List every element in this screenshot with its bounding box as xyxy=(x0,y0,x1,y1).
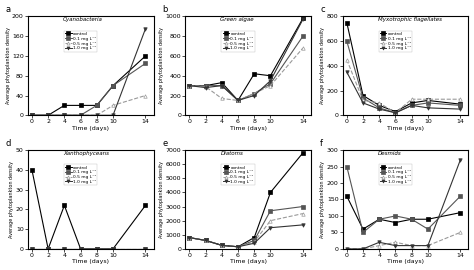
X-axis label: Time (days): Time (days) xyxy=(72,259,109,264)
Legend: control, 0.1 mg L⁻¹, 0.5 mg L⁻¹, 1.0 mg L⁻¹: control, 0.1 mg L⁻¹, 0.5 mg L⁻¹, 1.0 mg … xyxy=(379,31,412,52)
Text: Myxotrophic flagellates: Myxotrophic flagellates xyxy=(378,18,442,22)
Text: Desmids: Desmids xyxy=(378,151,401,156)
Text: Green algae: Green algae xyxy=(220,18,254,22)
Legend: control, 0.1 mg L⁻¹, 0.5 mg L⁻¹, 1.0 mg L⁻¹: control, 0.1 mg L⁻¹, 0.5 mg L⁻¹, 1.0 mg … xyxy=(379,164,412,185)
Text: f: f xyxy=(320,139,323,148)
Legend: control, 0.1 mg L⁻¹, 0.5 mg L⁻¹, 1.0 mg L⁻¹: control, 0.1 mg L⁻¹, 0.5 mg L⁻¹, 1.0 mg … xyxy=(64,31,97,52)
Text: e: e xyxy=(163,139,168,148)
X-axis label: Time (days): Time (days) xyxy=(229,259,267,264)
Y-axis label: Average phytoplankton density: Average phytoplankton density xyxy=(9,161,14,238)
Y-axis label: Average phytoplankton density: Average phytoplankton density xyxy=(6,27,10,104)
Y-axis label: Average phytoplankton density: Average phytoplankton density xyxy=(159,161,164,238)
Y-axis label: Average phytoplankton density: Average phytoplankton density xyxy=(320,161,326,238)
X-axis label: Time (days): Time (days) xyxy=(72,126,109,131)
Legend: control, 0.1 mg L⁻¹, 0.5 mg L⁻¹, 1.0 mg L⁻¹: control, 0.1 mg L⁻¹, 0.5 mg L⁻¹, 1.0 mg … xyxy=(221,31,255,52)
Y-axis label: Average phytoplankton density: Average phytoplankton density xyxy=(320,27,326,104)
Text: a: a xyxy=(5,5,10,15)
Text: c: c xyxy=(320,5,325,15)
Legend: control, 0.1 mg L⁻¹, 0.5 mg L⁻¹, 1.0 mg L⁻¹: control, 0.1 mg L⁻¹, 0.5 mg L⁻¹, 1.0 mg … xyxy=(221,164,255,185)
X-axis label: Time (days): Time (days) xyxy=(229,126,267,131)
Y-axis label: Average phytoplankton density: Average phytoplankton density xyxy=(159,27,164,104)
Legend: control, 0.1 mg L⁻¹, 0.5 mg L⁻¹, 1.0 mg L⁻¹: control, 0.1 mg L⁻¹, 0.5 mg L⁻¹, 1.0 mg … xyxy=(64,164,97,185)
X-axis label: Time (days): Time (days) xyxy=(387,126,424,131)
Text: Xanthophyceans: Xanthophyceans xyxy=(63,151,109,156)
Text: Cyanobacteria: Cyanobacteria xyxy=(63,18,103,22)
Text: Diatoms: Diatoms xyxy=(220,151,243,156)
Text: b: b xyxy=(163,5,168,15)
X-axis label: Time (days): Time (days) xyxy=(387,259,424,264)
Text: d: d xyxy=(5,139,10,148)
